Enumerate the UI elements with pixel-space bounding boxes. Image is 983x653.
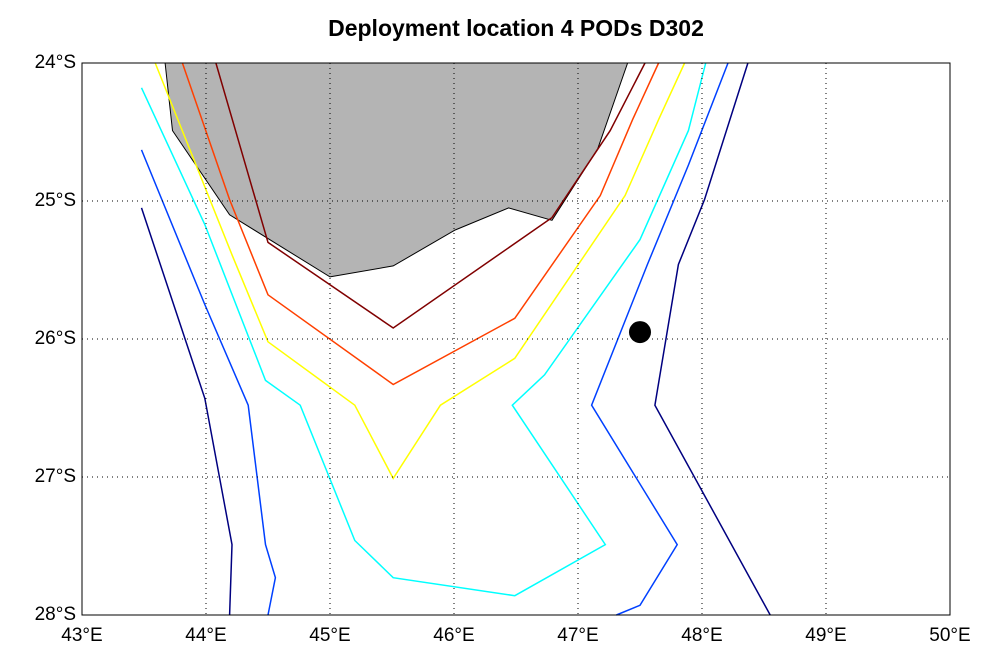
x-tick-label: 46°E: [433, 625, 474, 646]
contour-line: [215, 62, 646, 329]
contour-line: [654, 62, 771, 616]
x-tick-label: 47°E: [557, 625, 598, 646]
land-area: [164, 62, 629, 278]
y-tick-label: 27°S: [35, 466, 76, 487]
contour-line: [590, 62, 729, 616]
location-marker: [629, 321, 651, 344]
x-tick-label: 48°E: [681, 625, 722, 646]
axes-frame: [81, 62, 951, 616]
x-tick-label: 49°E: [805, 625, 846, 646]
chart-title: Deployment location 4 PODs D302: [328, 15, 704, 41]
contour-line: [140, 62, 707, 597]
y-tick-label: 26°S: [35, 328, 76, 349]
x-tick-label: 50°E: [929, 625, 970, 646]
contour-line: [181, 62, 660, 386]
x-tick-label: 45°E: [309, 625, 350, 646]
contour-line: [140, 207, 233, 616]
x-tick-label: 43°E: [61, 625, 102, 646]
x-tick-label: 44°E: [185, 625, 226, 646]
y-tick-label: 25°S: [35, 190, 76, 211]
y-tick-label: 24°S: [35, 52, 76, 73]
y-tick-label: 28°S: [35, 604, 76, 625]
contour-line: [140, 149, 277, 616]
contour-line: [154, 62, 686, 480]
